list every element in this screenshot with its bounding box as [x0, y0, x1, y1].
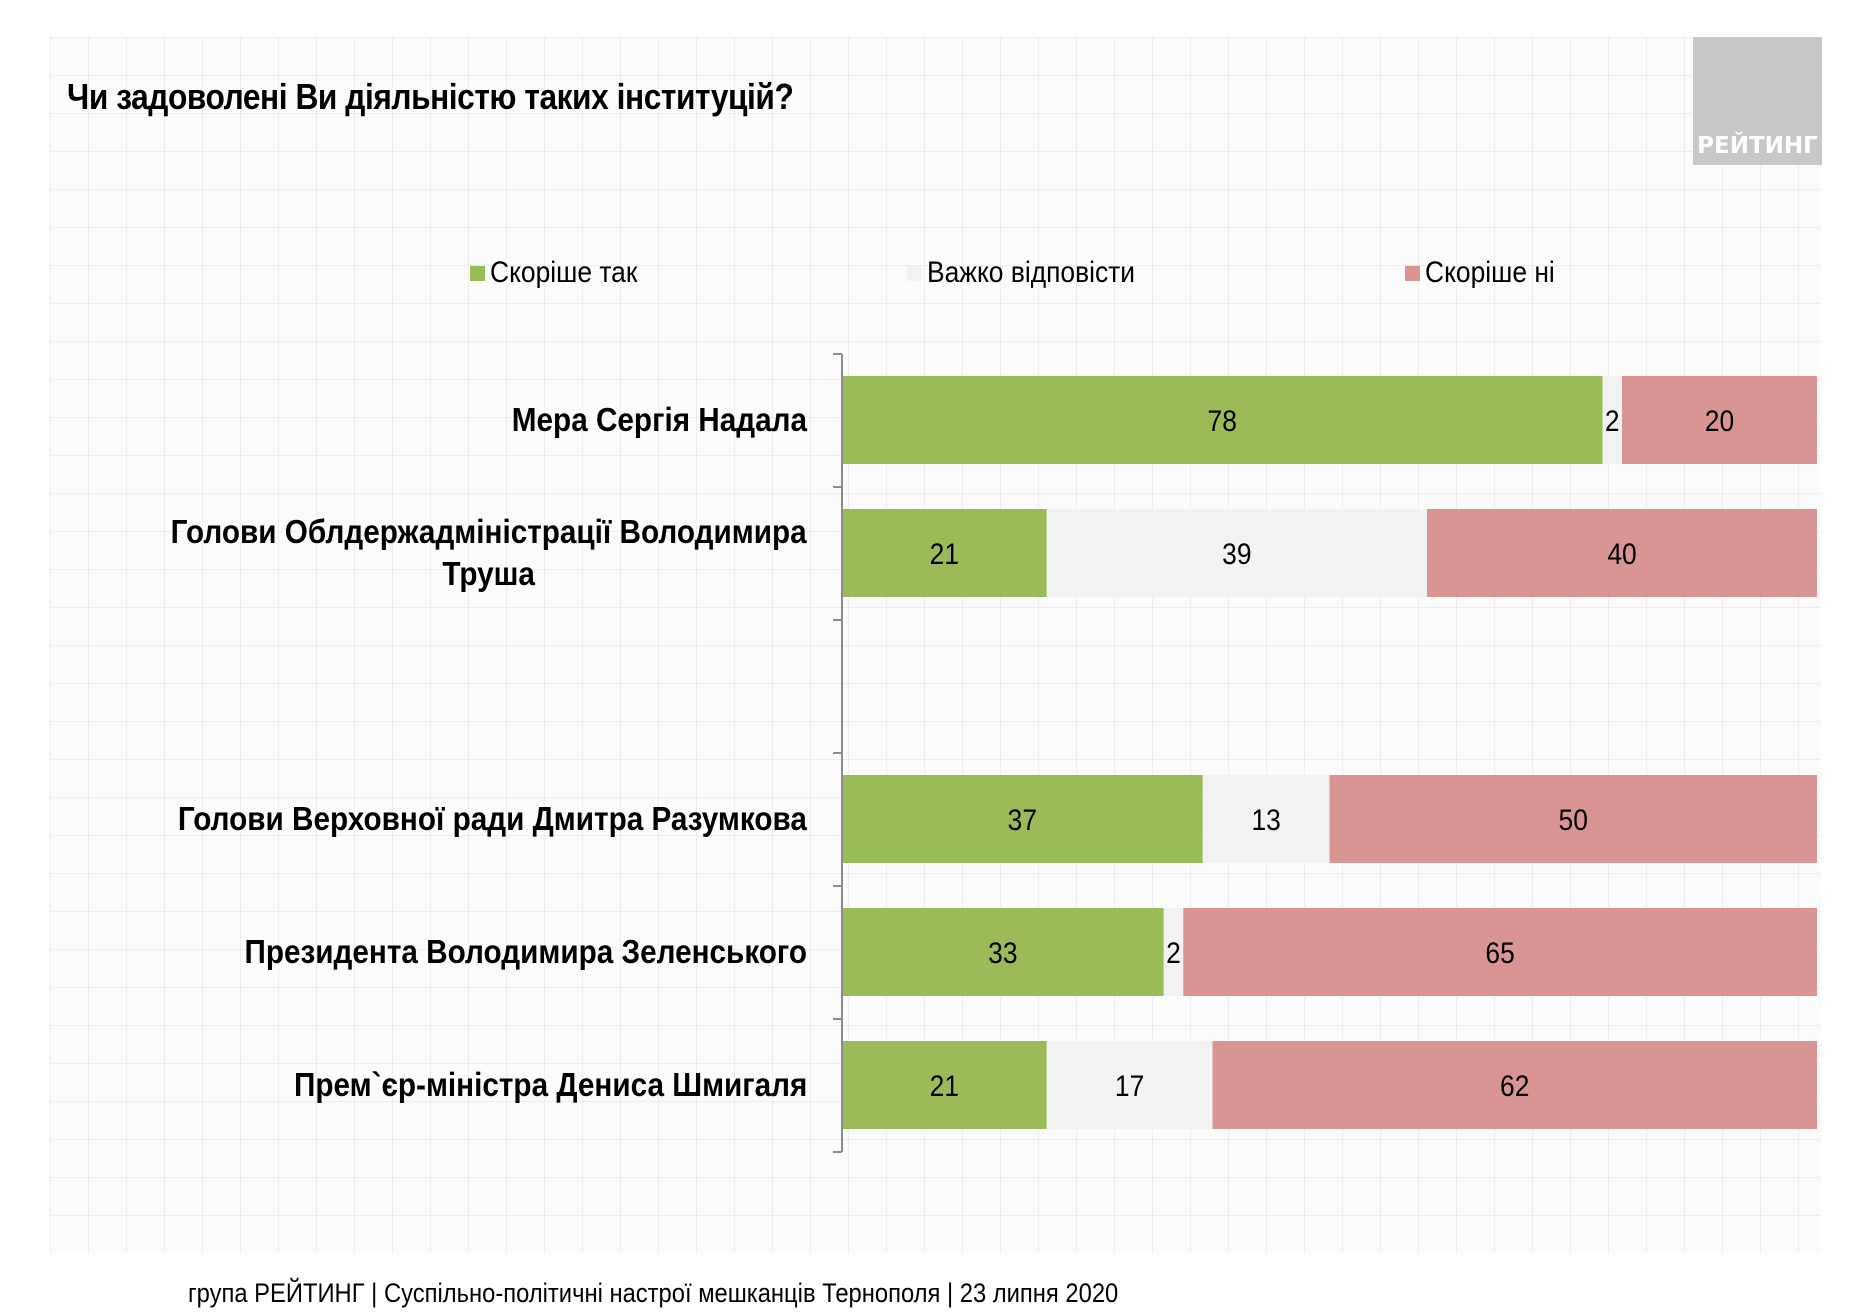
- legend-swatch-yes: [470, 265, 485, 281]
- category-label: Голови Верховної ради Дмитра Разумкова: [47, 798, 807, 840]
- data-label: 62: [1500, 1068, 1529, 1102]
- chart-background: [50, 37, 1821, 1253]
- data-label: 39: [1222, 536, 1251, 570]
- data-label: 17: [1115, 1068, 1144, 1102]
- logo-text: РЕЙТИНГ: [1697, 133, 1818, 159]
- bar-segment-hard: [1163, 908, 1184, 996]
- bar-segment-hard: [1046, 1041, 1213, 1129]
- bar-segment-hard: [1202, 775, 1330, 863]
- chart-title: Чи задоволені Ви діяльністю таких інстит…: [67, 76, 794, 117]
- category-label-text: Голови Верховної ради Дмитра Разумкова: [177, 800, 807, 837]
- category-label-text: Прем`єр-міністра Дениса Шмигаля: [293, 1066, 807, 1103]
- data-label: 40: [1607, 536, 1636, 570]
- bar-segment-yes: [842, 376, 1603, 464]
- bar-segment-no: [1212, 1041, 1817, 1129]
- bar-segment-yes: [842, 1041, 1047, 1129]
- category-label-text: Мера Сергія Надала: [511, 401, 807, 438]
- bar-segment-no: [1329, 775, 1817, 863]
- data-label: 37: [1008, 802, 1037, 836]
- data-label: 50: [1559, 802, 1588, 836]
- data-label: 13: [1251, 802, 1280, 836]
- legend-item-hard: Важко відповісти: [907, 256, 1163, 290]
- bar-segment-yes: [842, 509, 1047, 597]
- data-label: 20: [1705, 403, 1734, 437]
- data-label: 65: [1485, 935, 1514, 969]
- data-label: 21: [930, 1068, 959, 1102]
- category-label-text: Голови Облдержадміністрації Володимира Тр…: [171, 513, 807, 592]
- bar-segment-no: [1183, 908, 1817, 996]
- legend-item-yes: Скоріше так: [470, 256, 657, 290]
- legend-item-no: Скоріше ні: [1405, 256, 1572, 290]
- category-label-text: Президента Володимира Зеленського: [244, 933, 807, 970]
- rating-logo: РЕЙТИНГ: [1693, 37, 1822, 165]
- category-label: Мера Сергія Надала: [47, 399, 807, 441]
- data-label: 33: [988, 935, 1017, 969]
- data-label: 2: [1166, 935, 1181, 969]
- data-label: 2: [1605, 403, 1620, 437]
- legend-swatch-no: [1405, 265, 1420, 281]
- category-label: Голови Облдержадміністрації Володимира Тр…: [47, 511, 807, 595]
- legend-label-hard: Важко відповісти: [927, 256, 1136, 289]
- category-label: Президента Володимира Зеленського: [47, 931, 807, 973]
- legend-label-yes: Скоріше так: [490, 256, 638, 289]
- category-label: Прем`єр-міністра Дениса Шмигаля: [47, 1064, 807, 1106]
- legend-label-no: Скоріше ні: [1425, 256, 1555, 289]
- bar-segment-yes: [842, 775, 1203, 863]
- footer-source: група РЕЙТИНГ | Суспільно-політичні наст…: [188, 1278, 1119, 1308]
- bar-segment-hard: [1046, 509, 1427, 597]
- data-label: 78: [1208, 403, 1237, 437]
- data-label: 21: [930, 536, 959, 570]
- bar-segment-hard: [1602, 376, 1622, 464]
- bar-segment-no: [1622, 376, 1817, 464]
- legend-swatch-hard: [907, 265, 922, 281]
- bar-segment-yes: [842, 908, 1164, 996]
- bar-segment-no: [1427, 509, 1817, 597]
